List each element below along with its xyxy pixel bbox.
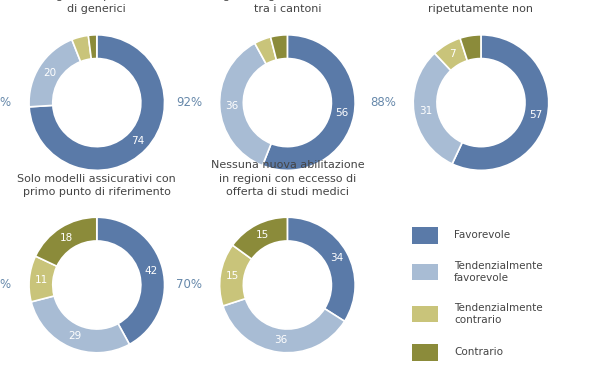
Wedge shape [31,296,129,353]
Text: 70%: 70% [176,279,202,291]
Wedge shape [263,35,355,170]
Text: 7: 7 [449,49,456,60]
Wedge shape [452,35,549,170]
Title: Obbligo di dispensazione
di generici: Obbligo di dispensazione di generici [27,0,166,14]
Text: 34: 34 [330,253,343,263]
Text: Tendenzialmente
favorevole: Tendenzialmente favorevole [454,261,543,283]
Bar [412,344,438,361]
Wedge shape [270,35,287,60]
Text: 71%: 71% [0,279,11,291]
Text: 29: 29 [68,331,81,341]
Wedge shape [97,217,165,344]
Wedge shape [29,40,80,107]
Title: Nessuna nuova abilitazione
in regioni con eccesso di
offerta di studi medici: Nessuna nuova abilitazione in regioni co… [211,160,364,197]
Text: 56: 56 [336,108,349,118]
Wedge shape [223,299,345,353]
Text: 36: 36 [225,101,238,111]
Text: 11: 11 [34,275,48,285]
Text: 74: 74 [131,136,144,146]
Wedge shape [232,217,287,259]
Wedge shape [29,256,57,302]
Wedge shape [460,35,481,61]
Title: Solo modelli assicurativi con
primo punto di riferimento: Solo modelli assicurativi con primo punt… [18,174,176,197]
Wedge shape [72,35,91,62]
Text: 92%: 92% [176,96,202,109]
Text: 20: 20 [43,68,56,78]
Text: 18: 18 [60,233,73,243]
Title: Nessun finanziamento in
caso di costi elevati
ripetutamente non: Nessun finanziamento in caso di costi el… [412,0,550,14]
Wedge shape [29,35,165,170]
Wedge shape [220,245,252,306]
Text: 94%: 94% [0,96,11,109]
Text: Tendenzialmente
contrario: Tendenzialmente contrario [454,303,543,325]
Text: 57: 57 [529,110,542,120]
Wedge shape [434,38,468,71]
Wedge shape [36,217,97,266]
Wedge shape [255,37,276,64]
Wedge shape [287,217,355,321]
Text: Favorevole: Favorevole [454,230,510,240]
Text: 31: 31 [419,106,433,116]
Title: Obbligo di miglior coordinamento
tra i cantoni: Obbligo di miglior coordinamento tra i c… [194,0,381,14]
Wedge shape [220,43,271,166]
Wedge shape [88,35,97,59]
Bar [412,306,438,322]
Bar [412,264,438,280]
Text: 15: 15 [226,271,239,281]
Bar [412,227,438,244]
Text: 42: 42 [145,266,157,276]
Text: 15: 15 [255,230,269,240]
Text: 88%: 88% [370,96,396,109]
Text: Contrario: Contrario [454,347,503,357]
Text: 36: 36 [273,336,287,345]
Wedge shape [413,53,462,164]
